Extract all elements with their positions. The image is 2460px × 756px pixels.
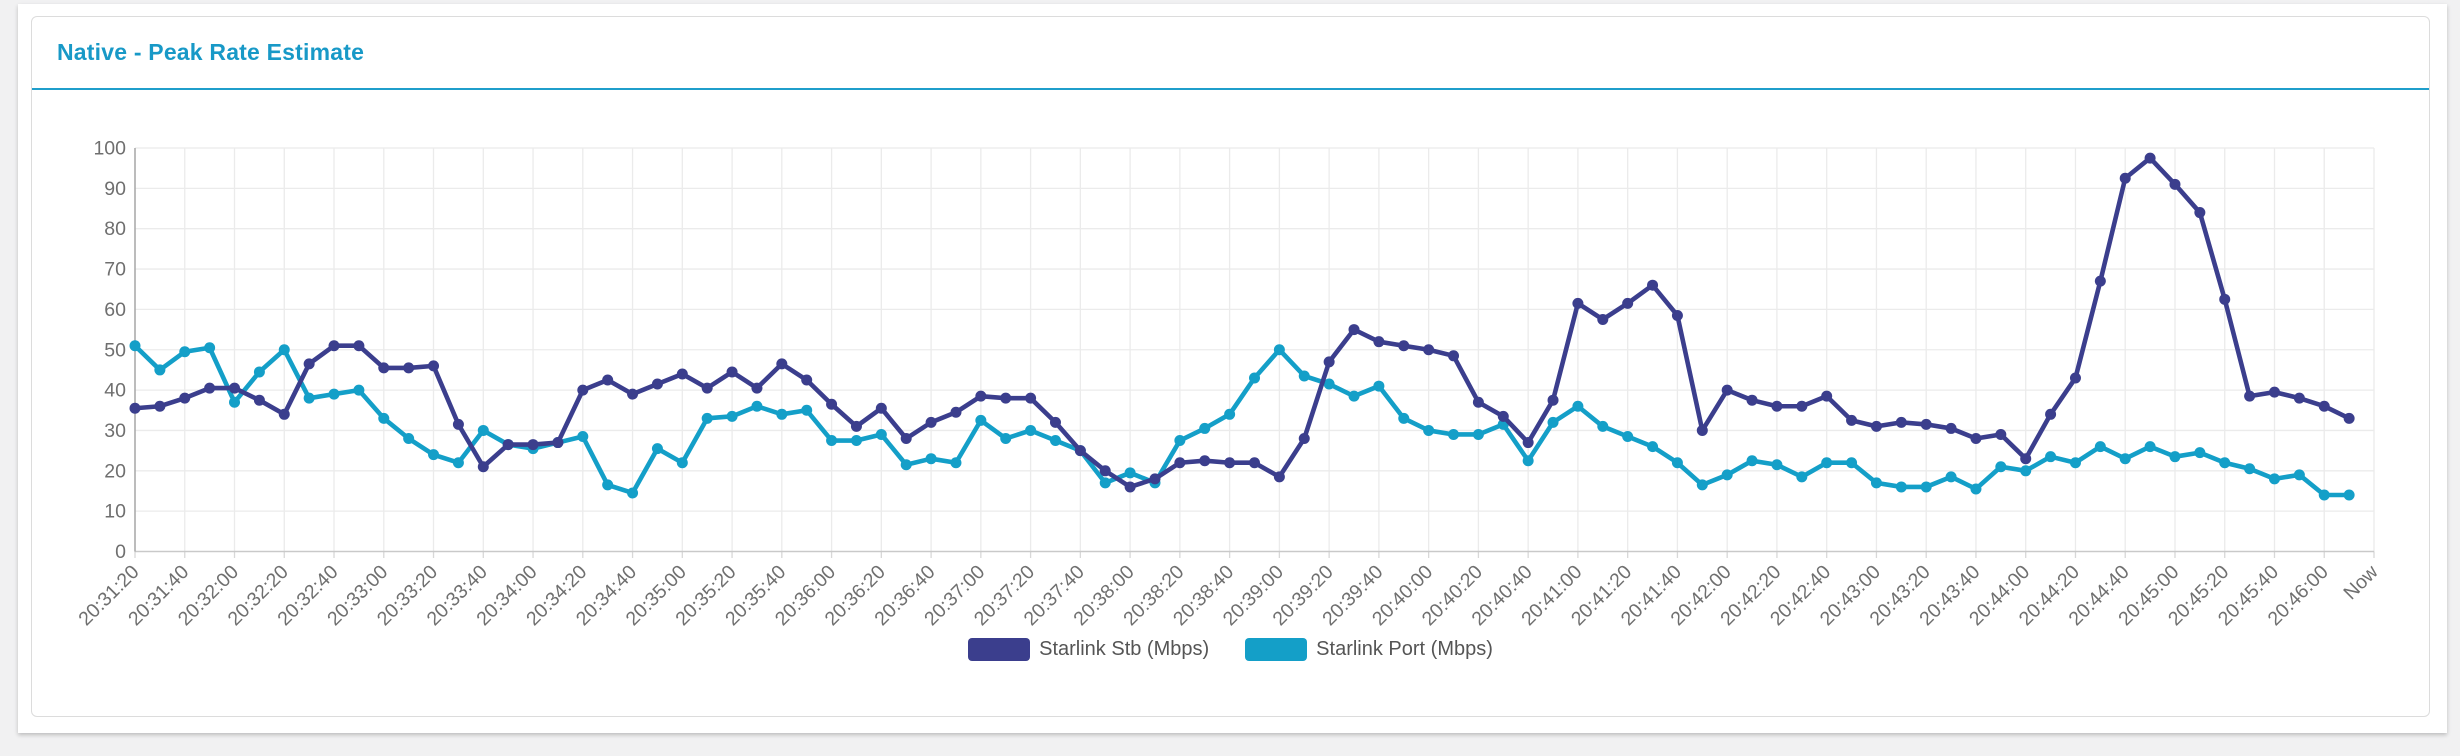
series-markers-starlink-stb-mbps[interactable] <box>129 152 2355 493</box>
gridlines <box>134 147 2375 558</box>
legend-item-starlink-port[interactable]: Starlink Port (Mbps) <box>1245 638 1493 661</box>
page-title: Native - Peak Rate Estimate <box>57 39 365 65</box>
legend-swatch-starlink-port <box>1245 638 1308 661</box>
x-axis-labels: 20:31:2020:31:4020:32:0020:32:2020:32:40… <box>74 560 2383 630</box>
series-line-starlink-port-mbps[interactable] <box>132 343 2352 498</box>
chart-legend: Starlink Stb (Mbps) Starlink Port (Mbps) <box>32 638 2429 661</box>
legend-item-starlink-stb[interactable]: Starlink Stb (Mbps) <box>968 638 1209 661</box>
svg-text:30: 30 <box>104 420 126 442</box>
card-header: Native - Peak Rate Estimate <box>32 17 2429 90</box>
svg-text:Now: Now <box>2339 560 2383 604</box>
chart-card: Native - Peak Rate Estimate 0 10 20 30 40 50 6… <box>31 16 2430 717</box>
svg-text:100: 100 <box>93 138 126 160</box>
content-sheet: Native - Peak Rate Estimate 0 10 20 30 40 50 6… <box>18 4 2447 733</box>
svg-text:80: 80 <box>104 218 126 240</box>
svg-text:20: 20 <box>104 460 126 482</box>
legend-label-starlink-port: Starlink Port (Mbps) <box>1316 638 1493 660</box>
svg-text:0: 0 <box>115 541 126 563</box>
svg-text:50: 50 <box>104 339 126 361</box>
svg-text:10: 10 <box>104 501 126 523</box>
series-line-starlink-stb-mbps[interactable] <box>132 155 2352 490</box>
chart-area[interactable]: 0 10 20 30 40 50 60 70 80 90 100 20:31:20 20:31:40 20… <box>32 90 2429 716</box>
svg-text:40: 40 <box>104 380 126 402</box>
svg-text:70: 70 <box>104 259 126 281</box>
svg-text:60: 60 <box>104 299 126 321</box>
legend-swatch-starlink-stb <box>968 638 1031 661</box>
line-chart-svg[interactable]: 0 10 20 30 40 50 60 70 80 90 100 20:31:2020:31:4020… <box>32 90 2431 716</box>
series-markers-starlink-port-mbps[interactable] <box>129 340 2355 501</box>
svg-text:90: 90 <box>104 178 126 200</box>
y-axis-labels: 0 10 20 30 40 50 60 70 80 90 100 <box>93 138 126 564</box>
legend-label-starlink-stb: Starlink Stb (Mbps) <box>1039 638 1210 660</box>
